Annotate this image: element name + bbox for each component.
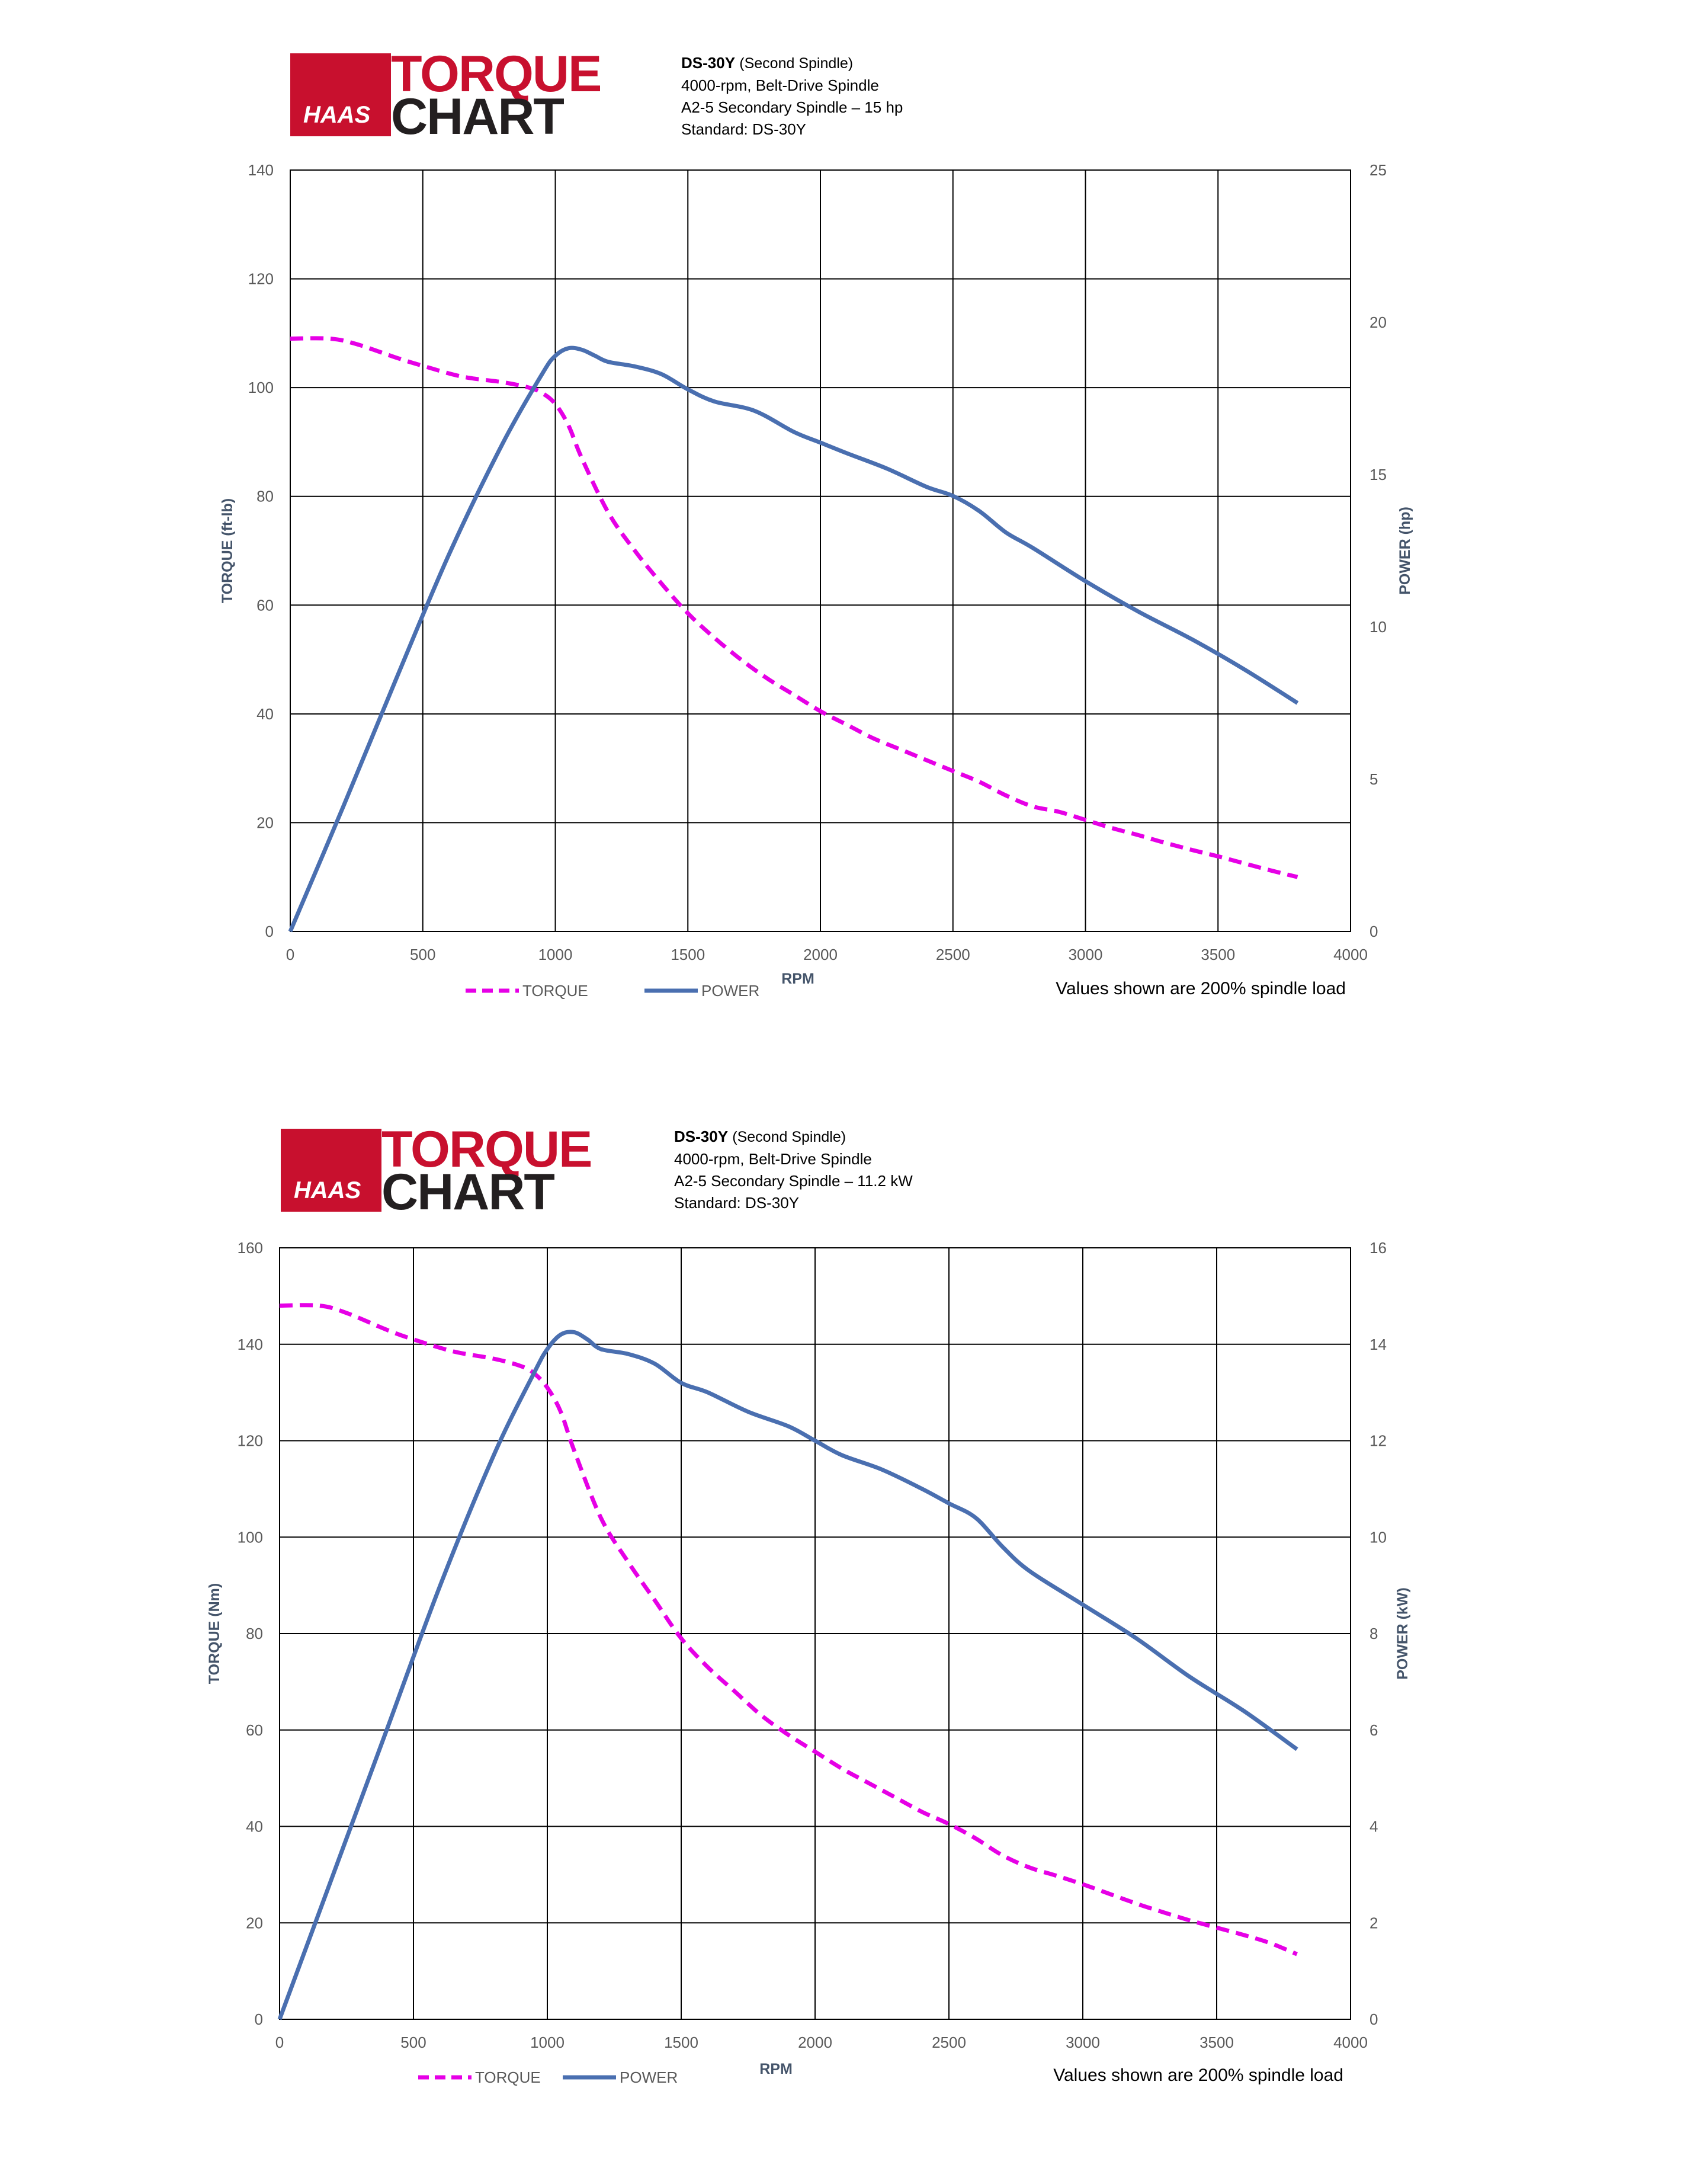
x-tick-label: 3000 <box>1069 946 1103 963</box>
y-tick-label: 40 <box>256 705 274 723</box>
x-tick-label: 2000 <box>803 946 838 963</box>
y2-tick-label: 0 <box>1370 923 1378 940</box>
x-tick-label: 1500 <box>671 946 705 963</box>
x-tick-label: 2000 <box>798 2034 832 2051</box>
y2-tick-label: 0 <box>1370 2010 1378 2028</box>
y-tick-label: 60 <box>246 1721 263 1739</box>
y-tick-label: 80 <box>246 1625 263 1642</box>
x-tick-label: 1500 <box>664 2034 698 2051</box>
haas-torque-chart-logo: HAAS TORQUE CHART <box>281 1121 601 1221</box>
y-tick-label: 100 <box>238 1528 263 1546</box>
y2-tick-label: 16 <box>1370 1239 1387 1257</box>
y2-axis-title: POWER (kW) <box>1394 1587 1411 1680</box>
legend-power-label: POWER <box>701 982 759 1000</box>
spec-line-4: Standard: DS-30Y <box>681 120 807 138</box>
haas-torque-chart-logo: HAAS TORQUE CHART <box>290 46 610 145</box>
power-series-line <box>277 1330 1298 2020</box>
x-tick-label: 4000 <box>1333 2034 1368 2051</box>
chart-word: CHART <box>391 88 565 145</box>
spec-line-3: A2-5 Secondary Spindle – 15 hp <box>681 98 903 116</box>
haas-logo-mark <box>281 1129 381 1212</box>
legend-torque-label: TORQUE <box>522 982 588 1000</box>
y2-tick-label: 12 <box>1370 1432 1387 1450</box>
y2-axis-title: POWER (hp) <box>1397 507 1413 595</box>
x-tick-label: 0 <box>275 2034 284 2051</box>
y-tick-label: 120 <box>248 270 274 288</box>
y-tick-label: 40 <box>246 1818 263 1836</box>
spec-line-2: 4000-rpm, Belt-Drive Spindle <box>674 1150 872 1168</box>
plot-area <box>279 1247 1351 2020</box>
model-note: (Second Spindle) <box>732 1129 846 1145</box>
chart-word: CHART <box>381 1164 555 1221</box>
model-note: (Second Spindle) <box>739 55 854 72</box>
x-tick-label: 500 <box>400 2034 426 2051</box>
spec-line-2: 4000-rpm, Belt-Drive Spindle <box>681 76 879 94</box>
y2-tick-label: 10 <box>1370 1528 1387 1546</box>
legend-power-label: POWER <box>620 2068 678 2086</box>
torque-chart-block-1: HAAS TORQUE CHART DS-30Y (Second Spindle… <box>0 0 1687 1067</box>
x-tick-label: 4000 <box>1333 946 1368 963</box>
x-tick-label: 3500 <box>1199 2034 1234 2051</box>
x-tick-label: 3500 <box>1201 946 1235 963</box>
torque-series-line <box>290 336 1298 879</box>
x-tick-label: 0 <box>286 946 294 963</box>
y2-tick-label: 10 <box>1370 618 1387 636</box>
y-tick-label: 0 <box>255 2010 263 2028</box>
y-axis-title: TORQUE (ft-lb) <box>219 498 236 603</box>
haas-logo-mark <box>290 53 391 136</box>
torque-word: TORQUE <box>391 46 602 103</box>
y-axis-title: TORQUE (Nm) <box>206 1583 223 1684</box>
torque-word: TORQUE <box>381 1121 592 1178</box>
y2-tick-label: 5 <box>1370 770 1378 788</box>
haas-brand-text: HAAS <box>294 1177 361 1203</box>
y-tick-label: 0 <box>265 923 274 940</box>
haas-brand-text: HAAS <box>303 102 371 128</box>
spec-block: DS-30Y (Second Spindle) 4000-rpm, Belt-D… <box>674 1126 913 1214</box>
torque-chart-block-2: HAAS TORQUE CHART DS-30Y (Second Spindle… <box>0 1067 1687 2184</box>
y2-tick-label: 8 <box>1370 1625 1378 1642</box>
x-tick-label: 2500 <box>932 2034 966 2051</box>
y-tick-label: 80 <box>256 488 274 505</box>
y2-tick-label: 14 <box>1370 1336 1387 1353</box>
y2-tick-label: 4 <box>1370 1818 1378 1836</box>
spec-block: DS-30Y (Second Spindle) 4000-rpm, Belt-D… <box>681 52 903 140</box>
x-tick-label: 1000 <box>538 946 573 963</box>
y2-tick-label: 15 <box>1370 466 1387 483</box>
spindle-load-footnote: Values shown are 200% spindle load <box>1053 2065 1343 2085</box>
x-axis-title: RPM <box>781 971 814 987</box>
model-name: DS-30Y <box>674 1128 729 1145</box>
x-tick-label: 1000 <box>530 2034 565 2051</box>
legend-torque-label: TORQUE <box>475 2068 541 2086</box>
y2-tick-label: 25 <box>1370 161 1387 179</box>
model-name: DS-30Y <box>681 54 736 72</box>
power-series-line <box>288 345 1299 933</box>
y-tick-label: 120 <box>238 1432 263 1450</box>
y-tick-label: 20 <box>256 814 274 831</box>
y2-tick-label: 20 <box>1370 313 1387 331</box>
spindle-load-footnote: Values shown are 200% spindle load <box>1056 979 1346 998</box>
spec-line-4: Standard: DS-30Y <box>674 1194 800 1212</box>
x-axis-title: RPM <box>759 2061 793 2077</box>
y-tick-label: 100 <box>248 379 274 396</box>
x-tick-label: 3000 <box>1066 2034 1100 2051</box>
y-tick-label: 160 <box>238 1239 263 1257</box>
x-tick-label: 500 <box>410 946 435 963</box>
y2-tick-label: 2 <box>1370 1914 1378 1932</box>
y-tick-label: 60 <box>256 596 274 614</box>
torque-series-line <box>279 1303 1298 1956</box>
spec-line-3: A2-5 Secondary Spindle – 11.2 kW <box>674 1172 913 1190</box>
y-tick-label: 140 <box>248 161 274 179</box>
y-tick-label: 20 <box>246 1914 263 1932</box>
y-tick-label: 140 <box>238 1336 263 1353</box>
y2-tick-label: 6 <box>1370 1721 1378 1739</box>
plot-area <box>290 169 1351 932</box>
x-tick-label: 2500 <box>936 946 970 963</box>
